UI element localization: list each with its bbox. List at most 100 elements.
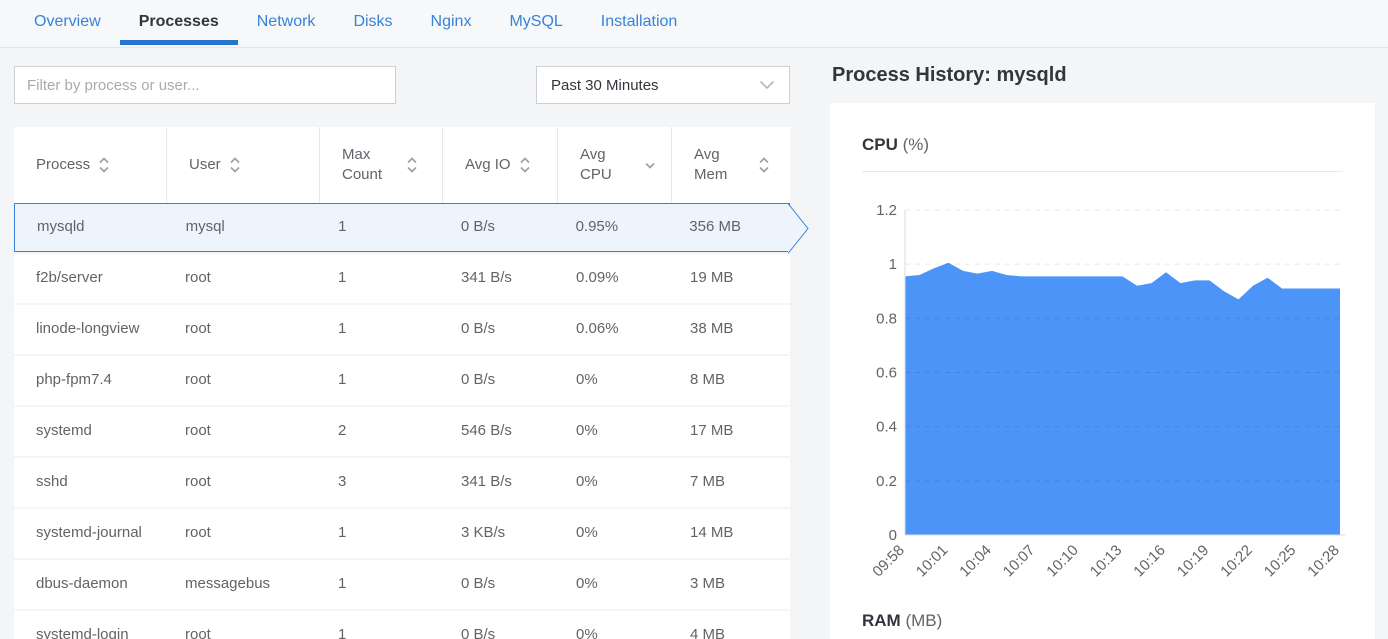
header-cell-avg-mem[interactable]: Avg Mem bbox=[672, 127, 790, 203]
cell-avg-mem: 7 MB bbox=[690, 473, 726, 491]
x-tick-label: 10:04 bbox=[956, 542, 995, 581]
cpu-unit-label: (%) bbox=[902, 135, 930, 154]
table-row[interactable]: f2b/server root 1 341 B/s 0.09% 19 MB bbox=[14, 254, 790, 303]
header-label: Process bbox=[36, 155, 91, 173]
cell-user: root bbox=[185, 524, 211, 542]
cell-process: systemd bbox=[36, 422, 92, 440]
cell-avg-mem: 3 MB bbox=[690, 575, 726, 593]
x-tick-label: 10:10 bbox=[1043, 542, 1082, 581]
cell-user: root bbox=[185, 269, 211, 287]
cell-avg-io: 0 B/s bbox=[461, 575, 496, 593]
header-cell-avg-io[interactable]: Avg IO bbox=[443, 127, 558, 203]
cell-process: dbus-daemon bbox=[36, 575, 128, 593]
chevron-down-icon bbox=[759, 80, 775, 90]
x-tick-label: 10:07 bbox=[1000, 542, 1039, 581]
cell-max-count: 1 bbox=[338, 320, 347, 338]
cell-avg-mem: 14 MB bbox=[690, 524, 734, 542]
cell-avg-cpu: 0% bbox=[576, 524, 598, 542]
table-body: mysqld mysql 1 0 B/s 0.95% 356 MB f2b/server ro… bbox=[14, 203, 809, 639]
tab-network[interactable]: Network bbox=[256, 13, 316, 30]
header-label: Max Count bbox=[342, 145, 383, 183]
y-tick-label: 0.8 bbox=[876, 310, 897, 327]
cell-max-count: 2 bbox=[338, 422, 347, 440]
cell-user: root bbox=[185, 626, 211, 639]
filter-input[interactable] bbox=[14, 66, 396, 104]
cell-avg-mem: 19 MB bbox=[690, 269, 734, 287]
cpu-area-series bbox=[905, 262, 1340, 535]
cell-avg-mem: 356 MB bbox=[689, 218, 741, 236]
x-tick-label: 10:25 bbox=[1261, 542, 1300, 581]
cell-user: root bbox=[185, 473, 211, 491]
cell-max-count: 1 bbox=[338, 524, 347, 542]
cell-avg-io: 0 B/s bbox=[461, 320, 496, 338]
ram-section-title: RAM (MB) bbox=[862, 611, 942, 631]
cpu-label: CPU bbox=[862, 135, 898, 154]
x-tick-label: 10:16 bbox=[1130, 542, 1169, 581]
tab-processes[interactable]: Processes bbox=[119, 0, 238, 45]
cell-max-count: 1 bbox=[338, 371, 347, 389]
cell-process: php-fpm7.4 bbox=[36, 371, 112, 389]
time-range-select[interactable]: Past 30 Minutes bbox=[536, 66, 790, 104]
y-tick-label: 0 bbox=[889, 527, 897, 544]
tab-disks[interactable]: Disks bbox=[353, 13, 393, 30]
header-cell-max-count[interactable]: Max Count bbox=[320, 127, 443, 203]
sort-icon bbox=[519, 155, 531, 175]
cell-process: f2b/server bbox=[36, 269, 103, 287]
cell-max-count: 1 bbox=[338, 269, 347, 287]
sort-desc-icon bbox=[644, 155, 656, 175]
cell-user: mysql bbox=[185, 218, 225, 236]
x-tick-label: 10:19 bbox=[1174, 542, 1213, 581]
header-cell-process[interactable]: Process bbox=[14, 127, 167, 203]
table-row[interactable]: dbus-daemon messagebus 1 0 B/s 0% 3 MB bbox=[14, 560, 790, 609]
cpu-area-chart: 00.20.40.60.811.209:58 10:01 10:04 10:07 10:… bbox=[870, 202, 1345, 581]
header-label: Avg Mem bbox=[694, 145, 728, 183]
x-tick-label: 10:22 bbox=[1217, 542, 1256, 581]
x-tick-label: 10:28 bbox=[1304, 542, 1343, 581]
table-row[interactable]: mysqld mysql 1 0 B/s 0.95% 356 MB bbox=[14, 203, 809, 254]
table-row[interactable]: sshd root 3 341 B/s 0% 7 MB bbox=[14, 458, 790, 507]
table-row[interactable]: systemd-journal root 1 3 KB/s 0% 14 MB bbox=[14, 509, 790, 558]
tab-installation[interactable]: Installation bbox=[600, 13, 678, 30]
cell-avg-cpu: 0% bbox=[576, 371, 598, 389]
tab-overview[interactable]: Overview bbox=[34, 13, 101, 30]
cell-avg-mem: 8 MB bbox=[690, 371, 726, 389]
cell-process: sshd bbox=[36, 473, 68, 491]
cell-avg-cpu: 0% bbox=[576, 626, 598, 639]
cell-avg-io: 0 B/s bbox=[460, 218, 496, 236]
table-row[interactable]: systemd-login root 1 0 B/s 0% 4 MB bbox=[14, 611, 790, 639]
y-tick-label: 1 bbox=[889, 256, 897, 273]
table-header: Process User Max Count Avg IO Avg CPU Avg Mem bbox=[14, 127, 790, 203]
cell-avg-mem: 17 MB bbox=[690, 422, 734, 440]
cell-avg-mem: 38 MB bbox=[690, 320, 734, 338]
cell-avg-io: 0 B/s bbox=[461, 626, 496, 639]
header-cell-user[interactable]: User bbox=[167, 127, 320, 203]
process-history-title: Process History: mysqld bbox=[832, 64, 1067, 86]
sort-icon bbox=[98, 155, 110, 175]
cell-avg-io: 0 B/s bbox=[461, 371, 496, 389]
table-row[interactable]: systemd root 2 546 B/s 0% 17 MB bbox=[14, 407, 790, 456]
cell-user: root bbox=[185, 320, 211, 338]
cell-user: root bbox=[185, 422, 211, 440]
tab-mysql[interactable]: MySQL bbox=[509, 13, 563, 30]
selected-row-arrow-icon bbox=[788, 203, 809, 254]
header-label: Avg CPU bbox=[580, 145, 612, 183]
process-table: Process User Max Count Avg IO Avg CPU Avg Mem… bbox=[14, 127, 809, 639]
header-cell-avg-cpu[interactable]: Avg CPU bbox=[558, 127, 672, 203]
cell-user: root bbox=[185, 371, 211, 389]
table-row[interactable]: php-fpm7.4 root 1 0 B/s 0% 8 MB bbox=[14, 356, 790, 405]
y-tick-label: 0.4 bbox=[876, 419, 897, 436]
cell-avg-mem: 4 MB bbox=[690, 626, 726, 639]
cell-max-count: 3 bbox=[338, 473, 347, 491]
cell-avg-io: 341 B/s bbox=[461, 473, 512, 491]
tab-bar: Overview Processes Network Disks Nginx MySQL I… bbox=[0, 0, 1388, 48]
cell-avg-io: 546 B/s bbox=[461, 422, 512, 440]
cell-avg-cpu: 0% bbox=[576, 473, 598, 491]
cell-user: messagebus bbox=[185, 575, 271, 593]
cell-process: linode-longview bbox=[36, 320, 140, 338]
cell-avg-cpu: 0.95% bbox=[575, 218, 619, 236]
y-tick-label: 0.6 bbox=[876, 365, 897, 382]
table-row[interactable]: linode-longview root 1 0 B/s 0.06% 38 MB bbox=[14, 305, 790, 354]
cell-avg-cpu: 0% bbox=[576, 422, 598, 440]
sort-icon bbox=[758, 155, 770, 175]
tab-nginx[interactable]: Nginx bbox=[430, 13, 472, 30]
